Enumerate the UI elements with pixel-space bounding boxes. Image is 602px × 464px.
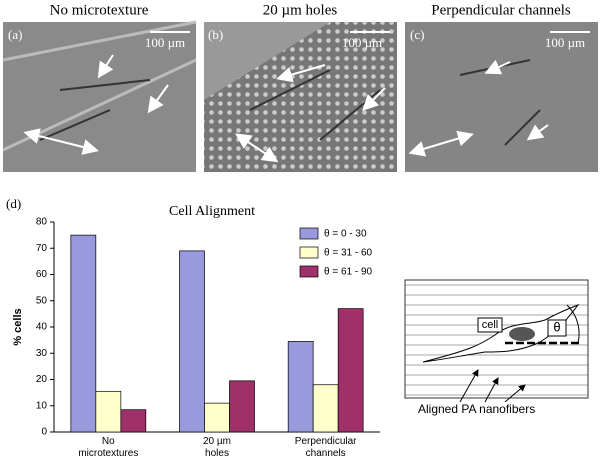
chart-title: Cell Alignment: [169, 204, 255, 219]
legend-swatch: [299, 227, 319, 240]
y-tick-label: 0: [41, 427, 47, 438]
y-tick-label: 20: [36, 374, 48, 385]
panel-label: (d): [6, 196, 21, 211]
panel-label: (c): [410, 27, 424, 42]
scale-label: 100 µm: [545, 35, 585, 50]
x-tick-wrap: No microtextures: [78, 436, 139, 459]
y-tick-label: 80: [36, 217, 48, 228]
y-tick-label: 50: [36, 295, 48, 306]
scale-label: 100 µm: [145, 35, 185, 50]
diagram: [404, 279, 589, 403]
y-tick-label: 60: [36, 269, 48, 280]
panel-title: 20 µm holes: [263, 2, 338, 18]
legend-label: θ = 61 - 90: [324, 267, 373, 278]
bar: [287, 341, 314, 433]
cell-label: cell: [482, 319, 499, 331]
legend-swatch: [299, 265, 319, 278]
legend-swatch: [299, 246, 319, 259]
bar: [120, 409, 147, 433]
y-tick-label: 10: [36, 400, 48, 411]
bar: [95, 390, 122, 433]
scale-label: 100 µm: [342, 35, 382, 50]
x-tick-wrap: 20 µm holes: [203, 436, 231, 459]
y-tick-label: 30: [36, 348, 48, 359]
x-tick-label: No microtextures: [78, 436, 139, 459]
legend-label: θ = 0 - 30: [324, 229, 367, 240]
panel-label: (b): [208, 27, 223, 42]
x-tick-label: Perpendicular channels: [294, 436, 357, 459]
panel-label: (a): [8, 27, 22, 42]
y-axis-label: % cells: [12, 308, 24, 345]
bar: [312, 384, 339, 433]
x-tick-wrap: Perpendicular channels: [294, 436, 357, 459]
bar: [337, 308, 364, 433]
angle-label: θ: [553, 319, 560, 334]
x-tick-label: 20 µm holes: [203, 436, 231, 459]
bar: [179, 250, 205, 433]
bar: [204, 402, 230, 433]
legend-label: θ = 31 - 60: [324, 248, 373, 259]
bar: [229, 380, 255, 433]
bar: [70, 234, 97, 433]
panel-title: Perpendicular channels: [431, 2, 571, 18]
y-tick-label: 70: [36, 243, 48, 254]
panel-title: No microtexture: [50, 2, 149, 18]
y-tick-label: 40: [36, 322, 48, 333]
arrows: [23, 54, 549, 163]
diagram-caption: Aligned PA nanofibers: [418, 402, 535, 416]
